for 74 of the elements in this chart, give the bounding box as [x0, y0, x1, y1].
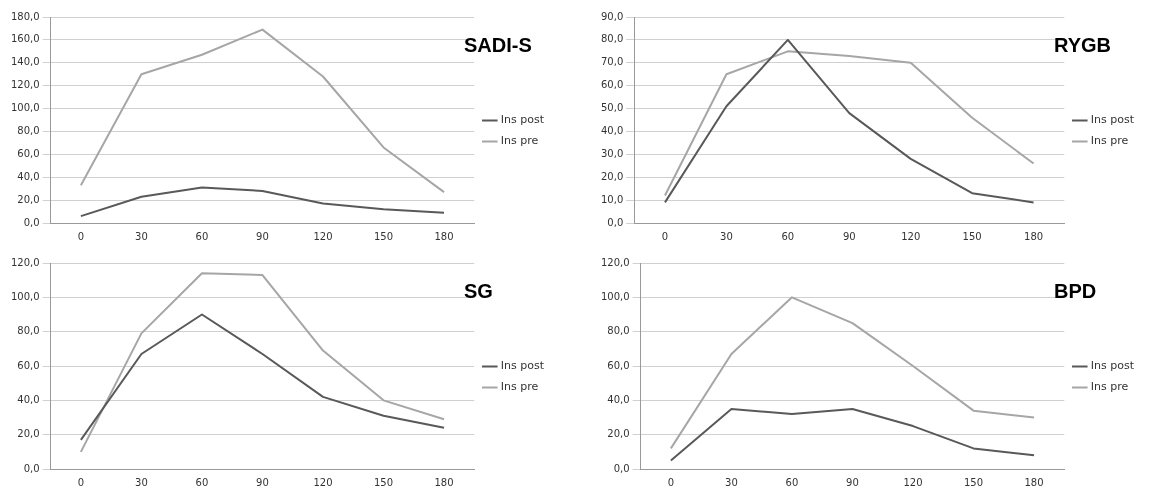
x-tick-label: 120 [901, 230, 921, 242]
x-tick-label: 0 [77, 230, 85, 242]
y-tick-label: 100,0 [600, 290, 630, 302]
x-tick-label: 0 [661, 230, 669, 242]
y-tick-label: 60,0 [607, 359, 630, 371]
x-tick-label: 30 [135, 476, 148, 488]
y-tick-label: 80,0 [601, 33, 624, 45]
y-tick-label: 40,0 [607, 393, 630, 405]
legend-label: Ins pre [1090, 134, 1129, 148]
y-tick-label: 20,0 [607, 428, 630, 440]
x-tick-label: 90 [842, 230, 856, 242]
legend-label: Ins post [500, 113, 545, 127]
y-tick-label: 60,0 [17, 147, 40, 159]
y-tick-label: 0,0 [23, 462, 40, 474]
x-tick-label: 60 [785, 476, 799, 488]
y-tick-label: 80,0 [17, 125, 40, 137]
y-tick-label: 0,0 [23, 216, 40, 228]
y-tick-label: 30,0 [601, 147, 624, 159]
x-tick-label: 180 [1024, 476, 1044, 488]
x-tick-label: 90 [256, 230, 269, 242]
x-tick-label: 120 [313, 476, 333, 488]
x-tick-label: 150 [373, 476, 394, 488]
y-tick-label: 60,0 [17, 359, 40, 371]
legend-label: Ins post [500, 359, 545, 373]
x-tick-label: 90 [846, 476, 859, 488]
legend-label: Ins pre [500, 380, 539, 394]
y-tick-label: 120,0 [10, 256, 40, 268]
y-tick-label: 40,0 [17, 393, 40, 405]
y-tick-label: 60,0 [601, 79, 624, 91]
x-tick-label: 180 [1024, 230, 1044, 242]
y-tick-label: 100,0 [10, 290, 40, 302]
y-tick-label: 0,0 [613, 462, 630, 474]
x-tick-label: 0 [667, 476, 675, 488]
y-tick-label: 80,0 [607, 325, 630, 337]
x-tick-label: 60 [195, 476, 209, 488]
x-tick-label: 90 [256, 476, 269, 488]
y-tick-label: 180,0 [10, 10, 40, 22]
legend-label: Ins post [1090, 359, 1135, 373]
x-tick-label: 150 [963, 476, 984, 488]
x-tick-label: 60 [195, 230, 209, 242]
x-tick-label: 0 [77, 476, 85, 488]
x-tick-label: 150 [373, 230, 394, 242]
y-tick-label: 120,0 [600, 256, 630, 268]
y-tick-label: 10,0 [601, 193, 624, 205]
x-tick-label: 60 [781, 230, 795, 242]
x-tick-label: 30 [725, 476, 738, 488]
legend-label: Ins pre [1090, 380, 1129, 394]
legend-label: Ins pre [500, 134, 539, 148]
x-tick-label: 30 [720, 230, 733, 242]
y-tick-label: 0,0 [607, 216, 624, 228]
y-tick-label: 20,0 [17, 193, 40, 205]
y-tick-label: 140,0 [10, 56, 40, 68]
y-tick-label: 90,0 [601, 10, 624, 22]
x-tick-label: 180 [434, 476, 454, 488]
x-tick-label: 180 [434, 230, 454, 242]
y-tick-label: 100,0 [10, 102, 40, 114]
y-tick-label: 50,0 [601, 102, 624, 114]
text: BPD [1054, 280, 1097, 302]
x-tick-label: 150 [962, 230, 982, 242]
y-tick-label: 80,0 [17, 325, 40, 337]
text: SADI-S [464, 34, 532, 56]
x-tick-label: 120 [313, 230, 333, 242]
y-tick-label: 40,0 [601, 125, 624, 137]
x-tick-label: 120 [903, 476, 923, 488]
y-tick-label: 20,0 [601, 170, 624, 182]
y-tick-label: 160,0 [10, 33, 40, 45]
y-tick-label: 70,0 [601, 56, 624, 68]
text: RYGB [1054, 34, 1112, 56]
text: SG [464, 280, 493, 302]
y-tick-label: 40,0 [17, 170, 40, 182]
legend-label: Ins post [1090, 113, 1135, 127]
x-tick-label: 30 [135, 230, 148, 242]
y-tick-label: 20,0 [17, 428, 40, 440]
y-tick-label: 120,0 [10, 79, 40, 91]
